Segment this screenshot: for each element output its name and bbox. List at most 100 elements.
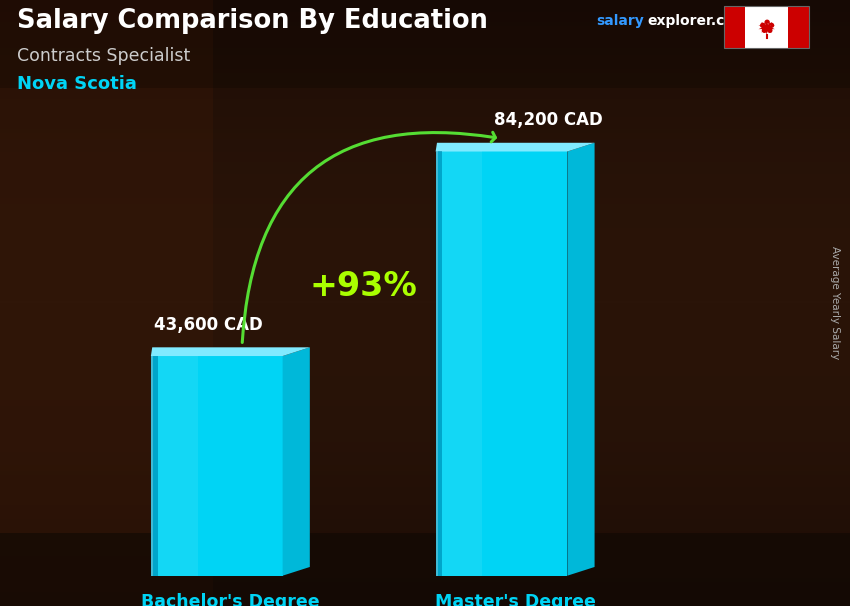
- Bar: [0, 273, 850, 275]
- Bar: [0, 444, 850, 447]
- Bar: [0, 268, 850, 271]
- Bar: [0, 93, 850, 95]
- Bar: [0, 119, 850, 121]
- Bar: [0, 192, 850, 194]
- Bar: [0, 85, 850, 87]
- Bar: [0, 582, 850, 584]
- Bar: [0, 196, 850, 198]
- Bar: [0, 87, 850, 89]
- Bar: [0, 105, 850, 107]
- Bar: [0, 329, 850, 331]
- Bar: [0, 426, 850, 428]
- Bar: [0, 402, 850, 404]
- Bar: [0, 50, 850, 53]
- Bar: [0, 471, 850, 473]
- Bar: [0, 553, 850, 556]
- Bar: [0, 228, 850, 230]
- Bar: [0, 545, 850, 547]
- Text: Nova Scotia: Nova Scotia: [17, 75, 137, 93]
- Bar: [0, 570, 850, 571]
- Text: 43,600 CAD: 43,600 CAD: [154, 316, 263, 334]
- Bar: [0, 121, 850, 123]
- Bar: [0, 578, 850, 580]
- Bar: [0, 551, 850, 553]
- Bar: [0, 461, 850, 462]
- Bar: [0, 491, 850, 493]
- Bar: [0, 6, 850, 8]
- Text: explorer.com: explorer.com: [648, 14, 749, 28]
- Bar: [0, 420, 850, 422]
- Bar: [0, 68, 850, 71]
- Bar: [0, 483, 850, 485]
- Bar: [0, 77, 850, 79]
- Text: Contracts Specialist: Contracts Specialist: [17, 47, 190, 65]
- Bar: [0, 390, 850, 392]
- Bar: [0, 568, 850, 570]
- Bar: [0, 230, 850, 232]
- Bar: [0, 398, 850, 400]
- Bar: [0, 158, 850, 159]
- Bar: [745, 6, 788, 48]
- Bar: [0, 44, 850, 47]
- Bar: [0, 353, 850, 356]
- Bar: [0, 26, 850, 28]
- Bar: [0, 550, 850, 551]
- Bar: [0, 507, 850, 509]
- Bar: [0, 73, 850, 75]
- Bar: [0, 602, 850, 604]
- Bar: [0, 351, 850, 353]
- Bar: [0, 487, 850, 489]
- Bar: [0, 529, 850, 531]
- Bar: [0, 556, 850, 558]
- Bar: [0, 287, 850, 289]
- Bar: [0, 499, 850, 501]
- Bar: [0, 103, 850, 105]
- Bar: [0, 347, 850, 350]
- Bar: [0, 168, 850, 170]
- Bar: [0, 430, 850, 432]
- Bar: [0, 83, 850, 85]
- Bar: [0, 132, 850, 133]
- Bar: [0, 256, 850, 259]
- Bar: [0, 47, 850, 48]
- Bar: [0, 36, 850, 38]
- Bar: [0, 416, 850, 418]
- Bar: [0, 267, 850, 268]
- Bar: [0, 339, 850, 341]
- Bar: [0, 210, 850, 212]
- Bar: [0, 495, 850, 497]
- Bar: [0, 150, 850, 152]
- Bar: [0, 71, 850, 73]
- Bar: [0, 307, 850, 309]
- Bar: [0, 255, 850, 256]
- Polygon shape: [151, 356, 158, 576]
- Polygon shape: [568, 143, 595, 576]
- Bar: [0, 559, 850, 562]
- Bar: [0, 89, 850, 91]
- Bar: [0, 448, 850, 450]
- Polygon shape: [435, 143, 595, 152]
- Bar: [0, 113, 850, 115]
- Bar: [0, 365, 850, 368]
- Polygon shape: [158, 356, 197, 576]
- Bar: [0, 133, 850, 135]
- Bar: [0, 4, 850, 6]
- Bar: [0, 35, 850, 36]
- Bar: [0, 186, 850, 188]
- Bar: [0, 236, 850, 238]
- Bar: [0, 327, 850, 329]
- Bar: [0, 259, 850, 261]
- Bar: [0, 127, 850, 129]
- Bar: [0, 544, 850, 545]
- Bar: [0, 396, 850, 398]
- Bar: [0, 598, 850, 600]
- Bar: [0, 53, 850, 55]
- Bar: [0, 604, 850, 606]
- Bar: [0, 238, 850, 241]
- Bar: [0, 394, 850, 396]
- Bar: [0, 580, 850, 582]
- Bar: [0, 159, 850, 162]
- Bar: [0, 135, 850, 138]
- Bar: [0, 42, 850, 44]
- Bar: [0, 277, 850, 279]
